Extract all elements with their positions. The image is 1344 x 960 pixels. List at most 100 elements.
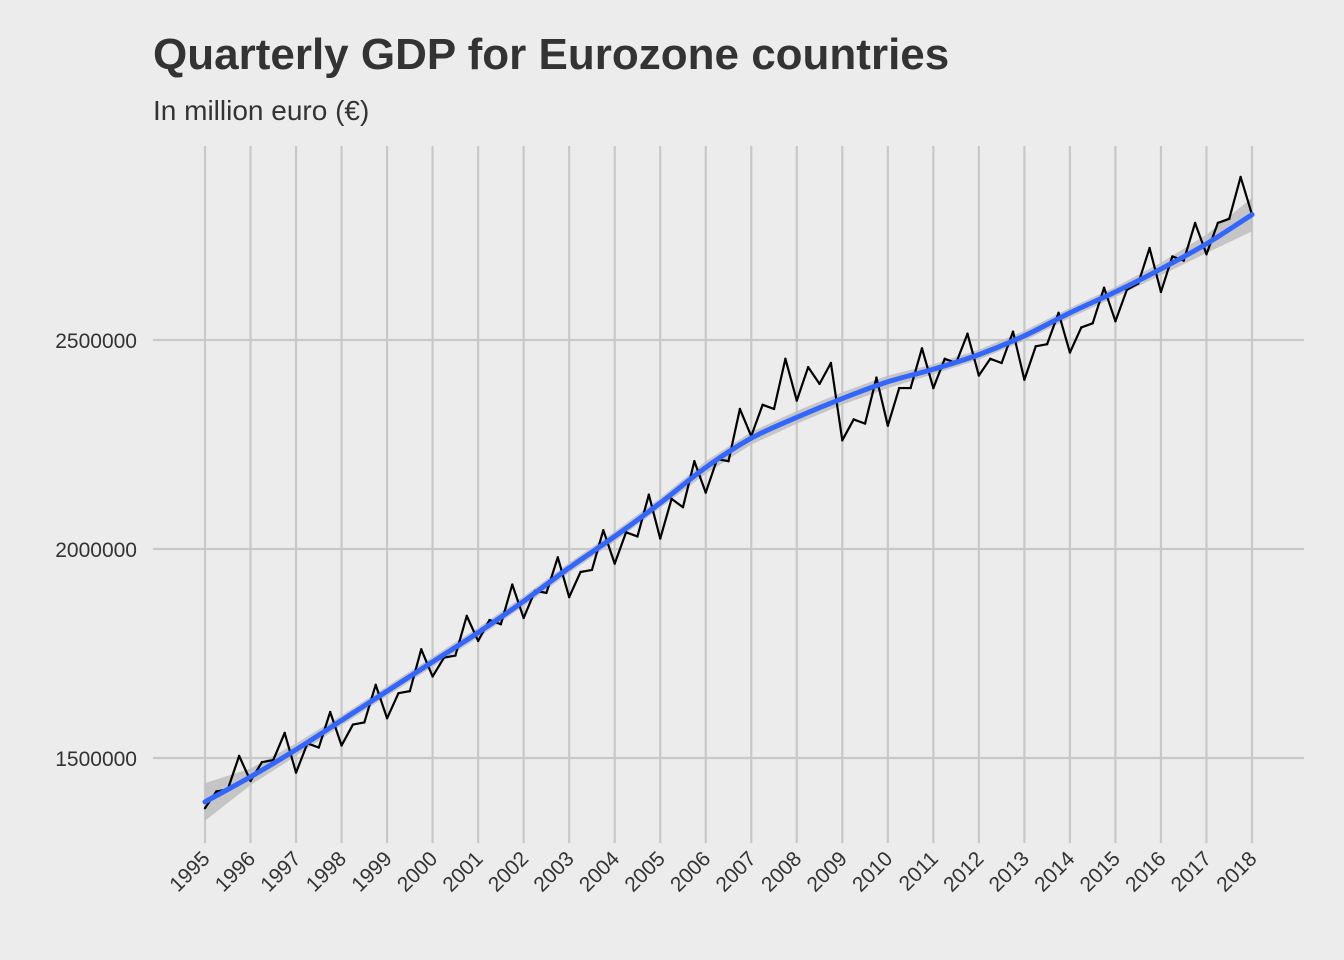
y-tick-label: 2000000 (55, 539, 137, 562)
gdp-point (989, 357, 992, 361)
gdp-point (1193, 221, 1197, 225)
gdp-point (476, 639, 480, 643)
gdp-point (613, 562, 616, 565)
gdp-point (545, 591, 548, 595)
gdp-point (670, 497, 673, 501)
gdp-point (454, 654, 457, 657)
gdp-point (488, 618, 491, 622)
gdp-point (1091, 322, 1094, 325)
gdp-point (420, 648, 423, 651)
gdp-point (1011, 330, 1015, 333)
gdp-point (1034, 345, 1037, 348)
gdp-point (1068, 351, 1072, 354)
x-tick-label: 1995 (165, 847, 214, 896)
gdp-point (772, 407, 776, 411)
chart-subtitle: In million euro (€) (153, 95, 370, 126)
gdp-point (385, 717, 389, 720)
gdp-point (260, 760, 264, 764)
gdp-point (363, 721, 366, 724)
x-tick-label: 2002 (484, 847, 533, 896)
gdp-point (1239, 175, 1242, 179)
gdp-point (886, 424, 890, 427)
gdp-point (590, 568, 594, 572)
gdp-point (328, 710, 332, 714)
gdp-point (499, 623, 503, 626)
trend-confidence-band (205, 197, 1252, 821)
gdp-point (1159, 290, 1163, 294)
x-tick-label: 2008 (757, 847, 806, 896)
y-axis-ticks: 1500000 2000000 2500000 (55, 330, 137, 771)
gdp-point (567, 595, 571, 599)
gdp-point (1045, 342, 1049, 346)
gdp-point (602, 528, 605, 532)
gdp-point (875, 376, 878, 379)
gdp-point (351, 723, 355, 726)
x-tick-label: 2006 (666, 847, 715, 896)
gdp-point (704, 491, 707, 494)
gdp-point (465, 614, 468, 618)
gdp-point (659, 537, 662, 540)
gdp-series (203, 175, 1254, 810)
x-tick-label: 2014 (1030, 847, 1080, 897)
gdp-point (317, 746, 321, 749)
gdp-point (681, 506, 685, 509)
gdp-point (408, 689, 412, 693)
gdp-point (374, 683, 377, 687)
gdp-point (647, 493, 651, 496)
gdp-point (203, 806, 207, 810)
x-tick-label: 2015 (1076, 847, 1125, 896)
gdp-point (806, 365, 810, 369)
gdp-point (909, 386, 912, 390)
gdp-point (727, 460, 730, 463)
x-tick-label: 1999 (347, 847, 396, 896)
gdp-point (818, 382, 821, 386)
gdp-point (556, 556, 559, 559)
gdp-point (1080, 326, 1083, 329)
x-tick-label: 2000 (393, 847, 442, 896)
gdp-point (431, 675, 434, 678)
gdp-point (1182, 259, 1185, 262)
gdp-point (863, 422, 867, 425)
gdp-point (841, 439, 844, 442)
gdp-point (215, 790, 218, 793)
gdp-point (511, 583, 514, 586)
x-tick-label: 2011 (895, 847, 943, 895)
gdp-point (1057, 311, 1060, 315)
gdp-point (1228, 217, 1231, 220)
trend-series (202, 212, 1255, 805)
gdp-line (204, 175, 1254, 809)
x-tick-label: 1997 (256, 847, 305, 896)
gdp-point (579, 570, 582, 574)
gdp-point (1205, 253, 1208, 256)
gdp-point (1114, 319, 1117, 323)
x-tick-label: 2005 (620, 847, 669, 896)
x-axis-ticks: 1995199619971998199920002001200220032004… (165, 847, 1261, 897)
gdp-point (738, 407, 742, 411)
x-tick-label: 2012 (939, 847, 988, 896)
gdp-point (340, 744, 343, 747)
gdp-point (1171, 255, 1174, 258)
gdp-point (784, 357, 787, 361)
x-tick-label: 1996 (211, 847, 260, 896)
x-tick-label: 2003 (529, 847, 578, 896)
x-tick-label: 2004 (575, 847, 625, 897)
confidence-band (205, 197, 1252, 821)
gdp-point (1216, 221, 1220, 225)
x-tick-label: 2007 (711, 847, 760, 896)
y-tick-label: 1500000 (55, 748, 137, 771)
gdp-point (294, 771, 298, 774)
gdp-point (522, 616, 525, 620)
gdp-point (898, 386, 901, 390)
chart-title: Quarterly GDP for Eurozone countries (153, 30, 950, 79)
gdp-point (249, 779, 252, 783)
gdp-point (943, 357, 946, 361)
trend-line (202, 212, 1255, 805)
gdp-point (966, 332, 969, 335)
x-tick-label: 2013 (985, 847, 1034, 896)
gdp-point (852, 418, 855, 421)
gdp-point (829, 361, 833, 365)
x-tick-label: 2017 (1167, 847, 1216, 896)
gdp-point (283, 731, 286, 735)
gdp-point (932, 386, 935, 390)
